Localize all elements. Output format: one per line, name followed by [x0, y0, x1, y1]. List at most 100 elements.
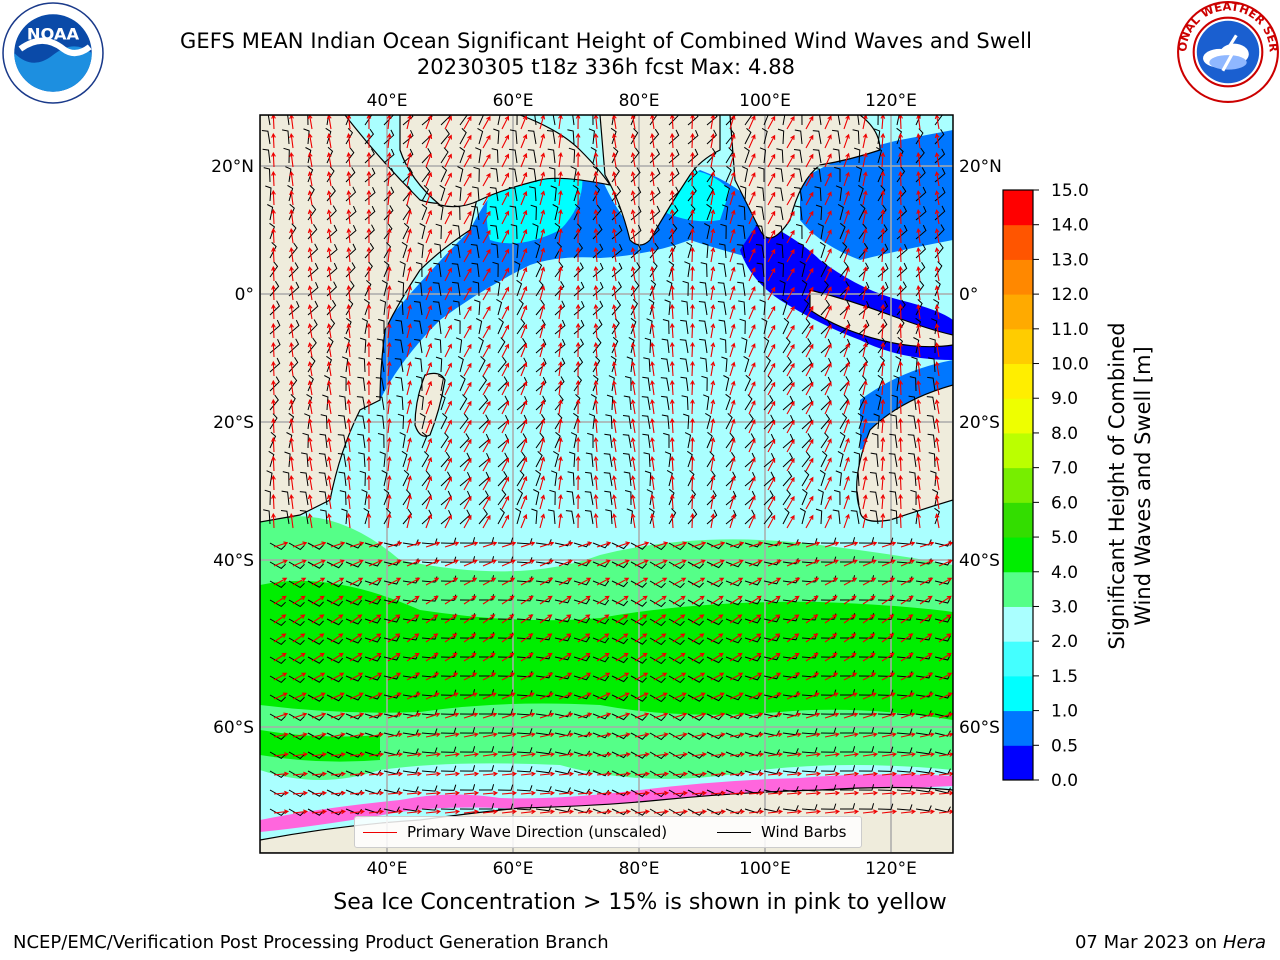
wind-barb: [535, 280, 544, 297]
wind-barb: [307, 561, 324, 569]
wave-direction-arrow: [346, 284, 352, 301]
wave-direction-arrow: [346, 474, 352, 491]
wave-direction-arrow: [653, 692, 668, 700]
wind-barb: [877, 185, 886, 202]
wind-barb: [303, 128, 310, 145]
wave-direction-arrow: [748, 577, 763, 586]
wind-barb: [682, 280, 689, 297]
wave-direction-arrow: [501, 172, 510, 187]
wave-direction-arrow: [767, 476, 776, 491]
wave-direction-arrow: [501, 267, 510, 282]
wind-barb: [782, 767, 799, 774]
wind-barb: [364, 598, 382, 605]
wave-direction-arrow: [672, 771, 689, 777]
wind-barb: [668, 542, 685, 551]
wave-direction-arrow: [710, 577, 725, 586]
wave-direction-arrow: [615, 692, 630, 700]
wave-direction-arrow: [463, 343, 472, 358]
wave-direction-arrow: [366, 436, 372, 453]
wave-direction-arrow: [425, 133, 433, 149]
wind-barb: [680, 319, 689, 335]
wind-barb: [606, 394, 614, 411]
wind-barb: [649, 637, 666, 646]
wave-direction-arrow: [710, 171, 716, 187]
wave-direction-arrow: [862, 672, 877, 681]
wave-direction-arrow: [273, 541, 289, 548]
wind-barb: [421, 557, 438, 564]
wind-barb: [383, 242, 392, 259]
wave-direction-arrow: [386, 474, 392, 491]
wind-barb: [858, 356, 869, 373]
wind-barb: [840, 670, 856, 677]
wave-direction-arrow: [880, 341, 886, 358]
lon-tick-top: 120°E: [865, 91, 917, 111]
wind-barb: [666, 469, 673, 487]
wave-direction-arrow: [634, 732, 650, 738]
wind-barb: [858, 393, 866, 411]
wave-direction-arrow: [482, 559, 497, 567]
wave-direction-arrow: [482, 476, 491, 491]
wave-direction-arrow: [767, 305, 776, 320]
wind-barb: [439, 393, 446, 411]
wave-direction-arrow: [691, 692, 706, 700]
wave-direction-arrow: [463, 134, 472, 149]
wind-barb: [592, 185, 601, 202]
wind-barb: [869, 491, 879, 506]
wind-barb: [324, 375, 331, 392]
wind-barb: [345, 694, 363, 701]
wave-direction-arrow: [690, 436, 695, 453]
wave-direction-arrow: [729, 152, 736, 168]
wind-barb: [337, 434, 347, 449]
wave-direction-arrow: [881, 595, 895, 605]
wind-barb: [698, 301, 708, 316]
wave-direction-arrow: [900, 672, 915, 681]
wind-barb: [573, 769, 591, 776]
wave-direction-arrow: [326, 285, 332, 301]
wind-barb: [725, 413, 733, 430]
wave-direction-arrow: [630, 361, 636, 377]
wave-direction-arrow: [898, 151, 903, 168]
wind-barb: [835, 470, 842, 487]
wave-direction-arrow: [916, 341, 922, 358]
wind-barb: [288, 751, 305, 760]
wind-barb: [858, 537, 875, 544]
wave-direction-arrow: [786, 790, 803, 796]
wind-barb: [269, 280, 280, 297]
wind-barb: [419, 412, 426, 430]
wind-barb: [383, 616, 400, 623]
wind-barb: [915, 710, 932, 717]
wave-direction-arrow: [934, 437, 940, 453]
wave-direction-arrow: [691, 752, 708, 757]
wave-direction-arrow: [843, 494, 850, 510]
wave-direction-arrow: [690, 474, 695, 491]
wave-direction-arrow: [934, 494, 940, 510]
wave-direction-arrow: [767, 495, 776, 510]
wave-direction-arrow: [805, 381, 814, 396]
wave-direction-arrow: [880, 208, 886, 225]
wave-direction-arrow: [710, 247, 716, 263]
wave-direction-arrow: [898, 379, 903, 396]
wave-direction-arrow: [463, 191, 472, 206]
wave-direction-arrow: [501, 595, 515, 605]
wind-barb: [699, 357, 708, 373]
wave-direction-arrow: [650, 360, 655, 377]
wave-direction-arrow: [425, 437, 433, 453]
wave-direction-arrow: [311, 614, 325, 624]
wind-barb: [819, 241, 826, 259]
wave-direction-arrow: [634, 752, 651, 757]
wave-direction-arrow: [690, 265, 695, 282]
wave-direction-arrow: [916, 246, 922, 263]
wind-barb: [269, 656, 286, 665]
wave-direction-arrow: [558, 512, 563, 529]
wind-barb: [592, 374, 599, 392]
wave-direction-arrow: [729, 541, 745, 548]
wind-barb: [718, 262, 727, 278]
wave-direction-arrow: [596, 672, 611, 681]
wave-direction-arrow: [710, 266, 716, 282]
wind-barb: [797, 242, 804, 259]
wave-direction-arrow: [307, 475, 313, 491]
wave-direction-arrow: [634, 771, 651, 777]
wave-direction-arrow: [558, 455, 563, 472]
wave-direction-arrow: [273, 633, 287, 643]
wave-direction-arrow: [406, 418, 412, 434]
